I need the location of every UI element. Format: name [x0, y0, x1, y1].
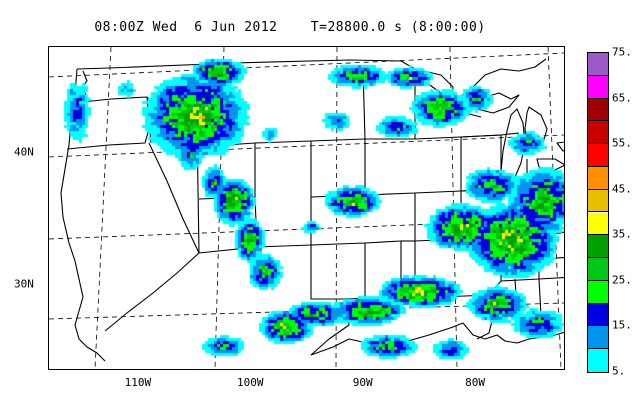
colorbar-band [588, 121, 608, 145]
colorbar-band [588, 189, 608, 213]
colorbar-band [588, 258, 608, 281]
colorbar-tick-label: 35. [612, 227, 632, 241]
colorbar-band [588, 98, 608, 122]
y-axis-tick-label: 30N [14, 277, 34, 291]
y-axis-tick-label: 40N [14, 145, 34, 159]
colorbar-band [588, 303, 608, 327]
colorbar-tick-label: 25. [612, 273, 632, 287]
colorbar-tick-label: 65. [612, 91, 632, 105]
x-axis-tick-label: 80W [465, 376, 486, 389]
colorbar-band [588, 166, 608, 190]
map-plot-area [48, 46, 565, 370]
colorbar-tick-label: 15. [612, 318, 632, 332]
colorbar-band [588, 349, 608, 372]
radar-reflectivity-layer [49, 47, 564, 369]
x-axis-tick-label: 90W [352, 376, 373, 389]
colorbar-band [588, 212, 608, 236]
x-axis-tick-label: 100W [237, 376, 264, 389]
colorbar-band [588, 280, 608, 304]
figure-title: 08:00Z Wed 6 Jun 2012 T=28800.0 s (8:00:… [94, 20, 486, 35]
colorbar-band [588, 235, 608, 259]
colorbar-band [588, 144, 608, 167]
colorbar-tick-label: 75. [612, 45, 632, 59]
colorbar-band [588, 326, 608, 350]
x-axis-tick-label: 110W [124, 376, 152, 389]
colorbar-band [588, 75, 608, 99]
colorbar-tick-label: 5. [612, 364, 626, 378]
colorbar-tick-label: 45. [612, 182, 632, 196]
colorbar-tick-label: 55. [612, 136, 632, 150]
colorbar [587, 52, 609, 373]
colorbar-band [588, 53, 608, 76]
